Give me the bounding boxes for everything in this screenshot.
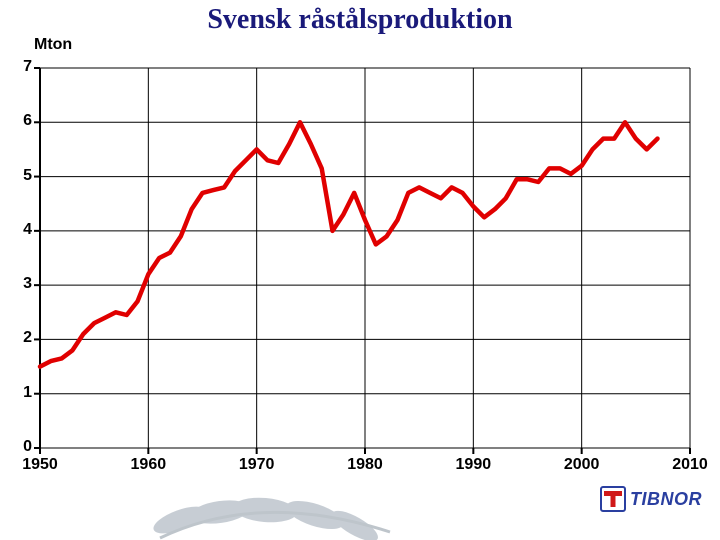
brand-logo: TIBNOR bbox=[600, 486, 702, 512]
x-tick-label: 1950 bbox=[15, 456, 65, 474]
decoration-leaves bbox=[140, 460, 400, 540]
x-tick-label: 2000 bbox=[557, 456, 607, 474]
x-tick-label: 1990 bbox=[448, 456, 498, 474]
y-tick-label: 7 bbox=[12, 58, 32, 76]
x-tick-label: 2010 bbox=[665, 456, 715, 474]
y-tick-label: 2 bbox=[12, 329, 32, 347]
y-tick-label: 3 bbox=[12, 275, 32, 293]
y-tick-label: 0 bbox=[12, 438, 32, 456]
y-tick-label: 5 bbox=[12, 167, 32, 185]
logo-text: TIBNOR bbox=[630, 489, 702, 510]
logo-mark-icon bbox=[600, 486, 626, 512]
y-tick-label: 1 bbox=[12, 384, 32, 402]
y-tick-label: 6 bbox=[12, 112, 32, 130]
y-tick-label: 4 bbox=[12, 221, 32, 239]
